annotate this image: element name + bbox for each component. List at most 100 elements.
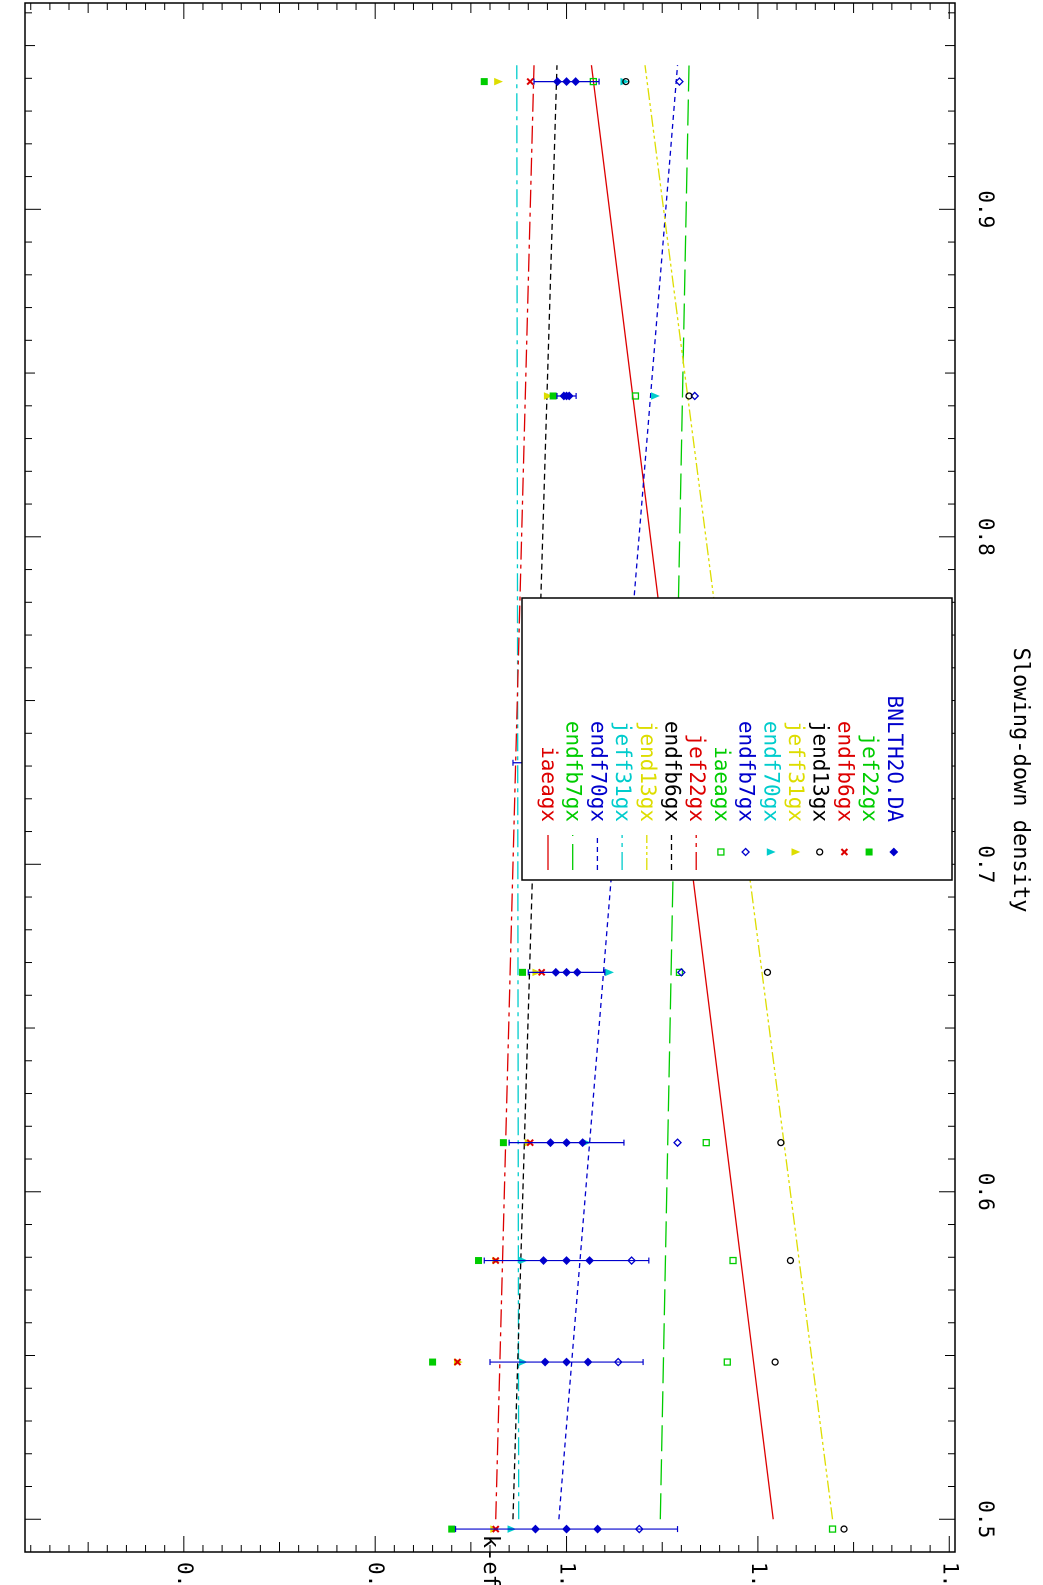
legend-label: endfb6gx — [833, 721, 857, 822]
data-point — [526, 77, 534, 86]
y-tick-label: 0.98 — [173, 1562, 197, 1585]
error-bar-point — [546, 1138, 555, 1148]
legend-marker-swatch — [816, 848, 824, 856]
legend-marker-swatch — [889, 847, 899, 857]
data-point — [562, 391, 571, 401]
data-point — [622, 77, 630, 86]
error-bar-point — [578, 1138, 588, 1148]
x-tick-label: 0.7 — [974, 845, 998, 883]
legend-label: jef22gx — [685, 733, 709, 822]
y-axis-label: k-eff — [478, 1535, 503, 1585]
error-bar-point — [593, 1524, 603, 1534]
series-iaeagx — [589, 77, 837, 1533]
data-point — [627, 1256, 637, 1265]
legend: iaeagx endfb7gx endf70gx jeff31gx jend13gx en… — [521, 597, 953, 881]
legend-entry-jef22gx: jef22gx — [858, 733, 882, 856]
data-point — [605, 968, 614, 977]
data-point — [777, 1138, 785, 1147]
cross-stroke — [840, 848, 849, 856]
error-bar-point — [572, 967, 582, 977]
data-point — [729, 1256, 737, 1265]
data-point — [562, 967, 571, 977]
data-point — [448, 1525, 456, 1533]
legend-entry-endfb7gx: endfb7gx — [562, 721, 586, 870]
y-axis: 0.98 0.99 1.00 1.01 1.02 — [30, 3, 962, 1585]
legend-label: iaeagx — [537, 746, 561, 822]
data-point — [651, 392, 660, 400]
fit-line-jeff31gx — [516, 65, 520, 1520]
legend-marker-swatch — [840, 848, 849, 856]
data-point — [675, 968, 684, 977]
error-bar-point — [571, 77, 581, 87]
legend-label: jend13gx — [636, 721, 660, 822]
data-point — [543, 392, 553, 400]
legend-entry-jef22gx: jef22gx — [685, 733, 709, 870]
y-tick-label: 1.01 — [747, 1562, 771, 1585]
error-bar-point — [583, 1357, 593, 1367]
legend-entry-endf70gx: endf70gx — [586, 721, 610, 870]
legend-label: iaeagx — [710, 746, 734, 822]
error-bar-point — [551, 967, 561, 977]
legend-label: endf70gx — [759, 721, 783, 822]
y-tick-label: 1.00 — [556, 1562, 580, 1585]
x-tick-label: 0.8 — [974, 518, 998, 556]
legend-entry-jeff31gx: jeff31gx — [784, 721, 808, 856]
data-point — [562, 1357, 571, 1367]
legend-entry-BNLTH2O.DA: BNLTH2O.DA — [883, 696, 907, 857]
fit-lines — [495, 65, 834, 1520]
legend-marker-swatch — [717, 848, 725, 856]
legend-entry-jend13gx: jend13gx — [809, 721, 833, 856]
fit-line-jef22gx — [495, 65, 535, 1520]
legend-entry-jeff31gx: jeff31gx — [611, 721, 635, 870]
legend-label: BNLTH2O.DA — [883, 696, 907, 823]
data-point — [673, 1138, 682, 1148]
legend-label: jef22gx — [858, 733, 882, 822]
data-point — [480, 78, 488, 86]
legend-label: endfb7gx — [562, 721, 586, 822]
legend-marker-swatch — [741, 847, 751, 857]
legend-entry-endfb6gx: endfb6gx — [833, 721, 857, 856]
data-point — [702, 1138, 710, 1147]
legend-label: jend13gx — [809, 721, 833, 822]
legend-label: jeff31gx — [784, 721, 808, 822]
legend-label: endfb7gx — [735, 721, 759, 822]
legend-box — [521, 597, 953, 881]
legend-entry-endfb7gx: endfb7gx — [735, 721, 759, 857]
data-point — [763, 968, 772, 977]
data-point — [519, 968, 527, 976]
data-point — [675, 77, 684, 87]
x-axis: 0.5 0.6 0.7 0.8 0.9 — [25, 12, 998, 1553]
legend-entry-endf70gx: endf70gx — [759, 721, 783, 856]
data-point — [786, 1256, 795, 1265]
legend-marker-swatch — [865, 848, 873, 856]
x-axis-label: Slowing-down density — [1008, 648, 1033, 913]
legend-marker-swatch — [766, 848, 776, 856]
data-point — [562, 1138, 571, 1148]
data-point — [631, 392, 640, 400]
y-tick-label: 1.02 — [938, 1562, 962, 1585]
data-point — [494, 77, 503, 86]
data-point — [685, 392, 693, 400]
data-point — [634, 1524, 644, 1534]
legend-label: endf70gx — [586, 721, 610, 822]
legend-entry-jend13gx: jend13gx — [636, 721, 660, 870]
data-point — [676, 967, 686, 977]
x-tick-label: 0.5 — [974, 1500, 998, 1538]
legend-label: endfb6gx — [661, 721, 685, 822]
error-bar-point — [540, 1357, 550, 1367]
data-point — [840, 1525, 848, 1533]
x-tick-label: 0.9 — [974, 190, 998, 228]
data-point — [475, 1257, 483, 1265]
data-point — [613, 1357, 623, 1367]
error-bar-point — [531, 1524, 540, 1534]
y-tick-label: 0.99 — [364, 1562, 388, 1585]
cross-stroke — [526, 77, 534, 86]
cross-stroke — [453, 1358, 462, 1366]
data-point — [562, 1524, 571, 1534]
legend-entry-iaeagx: iaeagx — [710, 746, 734, 856]
series-BNLTH2O.DA — [454, 77, 679, 1534]
data-point — [828, 1525, 837, 1533]
data-point — [562, 77, 571, 87]
legend-entry-endfb6gx: endfb6gx — [661, 721, 685, 870]
